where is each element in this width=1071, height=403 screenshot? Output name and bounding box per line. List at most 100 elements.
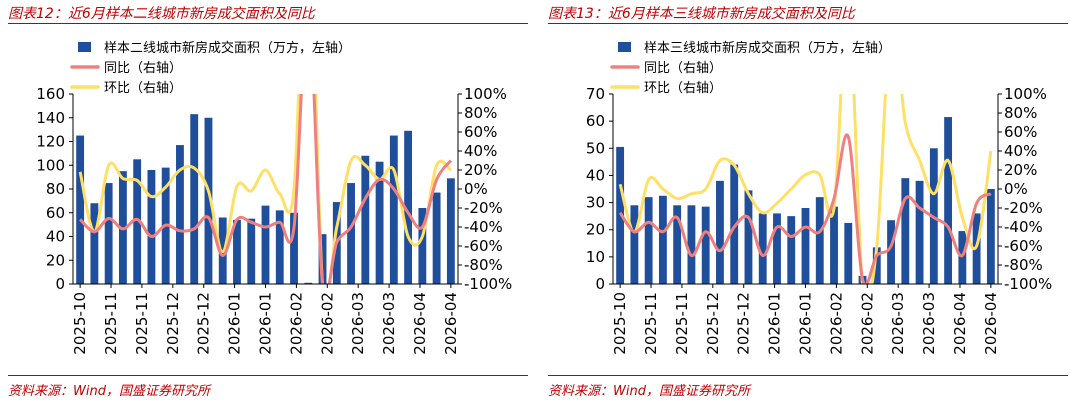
legend-label: 环比（右轴）: [104, 81, 182, 96]
bar: [347, 183, 355, 284]
bar: [76, 135, 85, 284]
x-tick-label: 2025-10: [71, 292, 89, 355]
source-rule: [8, 375, 528, 376]
bar: [830, 206, 838, 284]
x-tick-label: 2026-02: [827, 292, 845, 355]
left-tick-label: 30: [586, 194, 605, 212]
series-line: [618, 133, 992, 284]
right-tick-label: 80%: [1004, 104, 1037, 122]
left-tick-label: 20: [586, 221, 605, 239]
x-tick-label: 2026-04: [982, 292, 1000, 355]
right-tick-label: -20%: [1004, 199, 1043, 217]
left-panel: 图表12：近6月样本二线城市新房成交面积及同比 样本二线城市新房成交面积（万方，…: [8, 0, 528, 403]
title-rule: [548, 23, 1068, 24]
right-tick-label: -40%: [464, 218, 503, 236]
right-tick-label: -60%: [464, 237, 503, 255]
bar: [446, 178, 455, 284]
right-tick-label: -80%: [464, 256, 503, 274]
bar: [744, 190, 753, 284]
bar: [844, 222, 853, 284]
bar: [432, 192, 441, 284]
bar: [275, 210, 284, 284]
series-line: [79, 94, 453, 284]
legend-label: 样本三线城市新房成交面积（万方，左轴）: [644, 40, 891, 56]
source-note: 资料来源：Wind，国盛证券研究所: [548, 384, 750, 399]
bar: [418, 208, 427, 284]
x-tick-label: 2025-11: [102, 292, 120, 355]
bar: [801, 208, 810, 284]
x-tick-label: 2026-02: [318, 292, 336, 355]
right-tick-label: 100%: [464, 85, 507, 103]
bar: [375, 161, 384, 284]
bar: [815, 197, 824, 284]
right-tick-label: -80%: [1004, 256, 1043, 274]
bar: [872, 247, 881, 284]
right-tick-label: 40%: [1004, 142, 1037, 160]
right-tick-label: 40%: [464, 142, 497, 160]
left-tick-label: 50: [586, 139, 605, 157]
title-rule: [8, 23, 528, 24]
left-tick-label: 40: [46, 228, 65, 246]
x-tick-label: 2026-04: [442, 292, 460, 355]
bar: [986, 189, 995, 284]
right-tick-label: 0%: [464, 180, 488, 198]
bar: [901, 178, 910, 284]
bar: [887, 220, 895, 284]
x-tick-label: 2025-12: [735, 292, 753, 355]
right-tick-label: -20%: [464, 199, 503, 217]
x-tick-label: 2025-12: [195, 292, 213, 355]
left-tick-label: 160: [36, 85, 65, 103]
right-tick-label: 20%: [464, 161, 497, 179]
right-tick-label: -40%: [1004, 218, 1043, 236]
right-tick-label: 60%: [464, 123, 497, 141]
legend-swatch: [618, 42, 631, 52]
right-tick-label: 100%: [1004, 85, 1047, 103]
x-tick-label: 2025-11: [642, 292, 660, 355]
legend-label: 同比（右轴）: [104, 61, 182, 76]
right-panel: 图表13：近6月样本三线城市新房成交面积及同比 样本三线城市新房成交面积（万方，…: [548, 0, 1068, 403]
left-tick-label: 10: [586, 248, 605, 266]
right-tick-label: -100%: [464, 275, 512, 293]
x-tick-label: 2025-12: [164, 292, 182, 355]
left-tick-label: 70: [586, 85, 605, 103]
x-tick-label: 2026-01: [766, 292, 784, 355]
bar: [758, 213, 767, 284]
bar: [190, 114, 199, 284]
x-tick-label: 2026-01: [797, 292, 815, 355]
x-tick-label: 2025-12: [704, 292, 722, 355]
x-tick-label: 2025-11: [133, 292, 151, 355]
bar: [233, 219, 241, 284]
bar: [261, 205, 270, 284]
legend-swatch: [78, 42, 91, 52]
x-tick-label: 2026-03: [889, 292, 907, 355]
bar: [673, 205, 682, 284]
legend-label: 环比（右轴）: [644, 81, 722, 96]
bar: [787, 216, 796, 284]
source-rule: [548, 375, 1068, 376]
left-tick-label: 40: [586, 166, 605, 184]
left-tick-label: 0: [55, 275, 65, 293]
x-tick-label: 2026-02: [287, 292, 305, 355]
bar: [90, 203, 99, 284]
right-tick-label: 60%: [1004, 123, 1037, 141]
left-tick-label: 0: [595, 275, 605, 293]
x-tick-label: 2025-10: [611, 292, 629, 355]
legend-label: 同比（右轴）: [644, 61, 722, 76]
x-tick-label: 2026-01: [226, 292, 244, 355]
right-tick-label: 0%: [1004, 180, 1028, 198]
chart-title: 图表12：近6月样本二线城市新房成交面积及同比: [8, 6, 315, 22]
bar: [247, 218, 256, 284]
bar: [644, 197, 653, 284]
series-line: [78, 94, 452, 284]
x-tick-label: 2026-04: [951, 292, 969, 355]
left-tick-label: 80: [46, 180, 65, 198]
bar: [104, 183, 113, 284]
left-tick-label: 120: [36, 133, 65, 151]
chart-left: 样本二线城市新房成交面积（万方，左轴） 同比（右轴） 环比（右轴） 0 20 40 60 80…: [36, 40, 512, 355]
x-tick-label: 2025-11: [673, 292, 691, 355]
x-tick-label: 2026-04: [411, 292, 429, 355]
bar: [630, 205, 639, 284]
bar: [687, 205, 696, 284]
right-tick-label: -100%: [1004, 275, 1052, 293]
bar: [716, 180, 724, 284]
